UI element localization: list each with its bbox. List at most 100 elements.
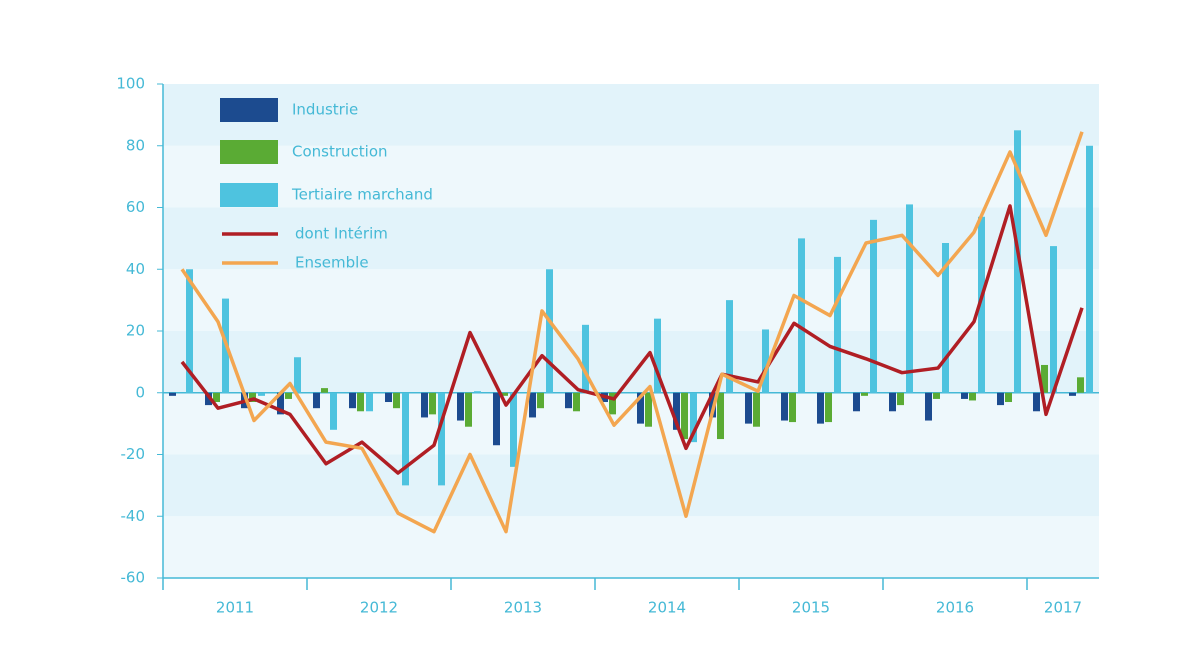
x-tick-label: 2016 <box>936 599 974 617</box>
bar <box>349 392 356 409</box>
background-band <box>163 516 1099 578</box>
legend-label: Construction <box>292 143 388 161</box>
bar <box>457 392 464 421</box>
bar <box>277 392 284 415</box>
background-band <box>163 454 1099 517</box>
bar <box>258 392 265 396</box>
bar <box>357 392 364 412</box>
bar <box>798 238 805 393</box>
bar <box>321 388 328 393</box>
legend-swatch <box>220 183 278 207</box>
y-tick-label: -60 <box>121 569 146 587</box>
bar <box>681 392 688 440</box>
line-series <box>180 204 1084 475</box>
bar <box>1086 145 1093 393</box>
bar <box>933 392 940 399</box>
y-tick-label: 40 <box>126 260 145 278</box>
bar <box>961 392 968 399</box>
bar <box>510 392 517 467</box>
bar <box>925 392 932 421</box>
bar <box>1069 392 1076 396</box>
bar <box>690 392 697 443</box>
bar <box>330 392 337 430</box>
bar <box>493 392 500 446</box>
bar <box>1050 246 1057 393</box>
bar <box>582 324 589 393</box>
bar <box>1005 392 1012 403</box>
y-tick-label: 100 <box>116 75 145 93</box>
line-series <box>180 131 1084 534</box>
bar <box>213 392 220 403</box>
x-tick-label: 2012 <box>360 599 398 617</box>
bar <box>609 392 616 415</box>
background-band <box>163 145 1099 208</box>
bar <box>897 392 904 406</box>
legend-label: dont Intérim <box>295 225 388 243</box>
legend-label: Industrie <box>292 101 358 119</box>
bar <box>834 256 841 393</box>
bar <box>942 243 949 393</box>
bar <box>1041 364 1048 393</box>
y-tick-label: 60 <box>126 198 145 216</box>
bar <box>438 392 445 486</box>
bar <box>817 392 824 424</box>
legend-label: Tertiaire marchand <box>291 186 433 204</box>
bar <box>906 204 913 393</box>
bar <box>997 392 1004 406</box>
bar <box>366 392 373 412</box>
bar <box>654 318 661 393</box>
bar <box>645 392 652 427</box>
bar <box>249 392 256 403</box>
bar <box>781 392 788 421</box>
bar <box>1033 392 1040 412</box>
legend-swatch <box>220 140 278 164</box>
bar <box>501 392 508 396</box>
bar <box>474 391 481 393</box>
bar <box>546 269 553 393</box>
y-tick-label: -20 <box>121 445 146 463</box>
y-tick-label: 80 <box>126 136 145 154</box>
bar <box>753 392 760 427</box>
bar <box>978 216 985 393</box>
bar <box>465 392 472 427</box>
bar <box>429 392 436 415</box>
bar <box>637 392 644 424</box>
bar <box>565 392 572 409</box>
bar <box>717 392 724 440</box>
bar <box>673 392 680 430</box>
bar <box>537 392 544 409</box>
bar <box>789 392 796 423</box>
bar <box>1014 130 1021 393</box>
bar <box>853 392 860 412</box>
background-band <box>163 84 1099 146</box>
legend-label: Ensemble <box>295 254 369 272</box>
bar <box>294 357 301 393</box>
bar <box>285 392 292 399</box>
bar <box>393 392 400 409</box>
legend-swatch <box>220 98 278 122</box>
bar <box>169 392 176 396</box>
bar <box>762 329 769 393</box>
x-tick-label: 2014 <box>648 599 686 617</box>
bar <box>1077 377 1084 393</box>
bar <box>421 392 428 418</box>
bar <box>870 219 877 393</box>
bar <box>186 269 193 393</box>
x-tick-label: 2017 <box>1044 599 1082 617</box>
bar <box>969 392 976 401</box>
y-tick-label: 20 <box>126 322 145 340</box>
bar <box>825 392 832 423</box>
bar <box>529 392 536 418</box>
bar <box>861 392 868 396</box>
bar <box>745 392 752 424</box>
bar <box>313 392 320 409</box>
y-tick-label: -40 <box>121 507 146 525</box>
bar <box>573 392 580 412</box>
bar <box>402 392 409 486</box>
y-tick-label: 0 <box>135 383 145 401</box>
bar <box>385 392 392 403</box>
bar <box>889 392 896 412</box>
x-tick-label: 2013 <box>504 599 542 617</box>
bar <box>726 300 733 393</box>
